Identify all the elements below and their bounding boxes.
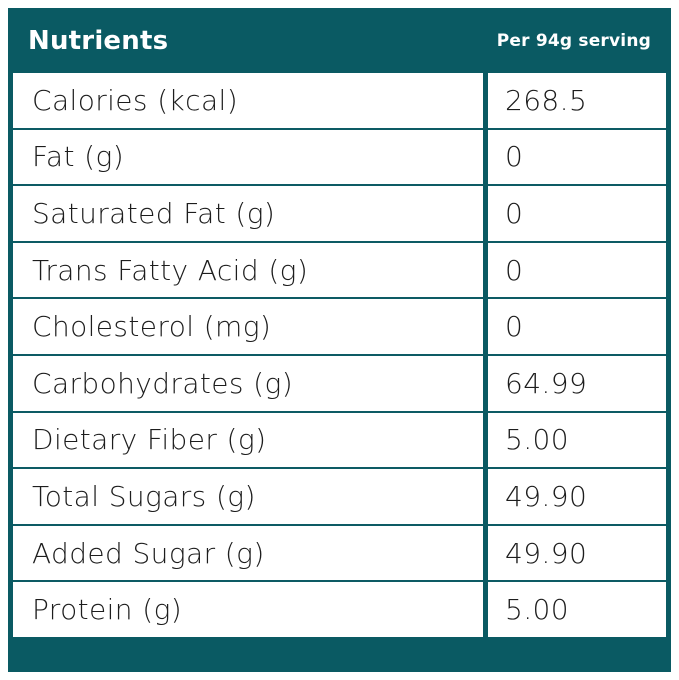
nutrient-value: 5.00: [483, 412, 666, 468]
nutrient-label: Fat (g): [32, 140, 125, 174]
nutrient-value: 64.99: [483, 355, 666, 411]
nutrient-label: Carbohydrates (g): [32, 366, 294, 400]
nutrient-value: 0: [483, 299, 666, 354]
table-row: Added Sugar (g) 49.90: [13, 525, 666, 583]
nutrient-label: Dietary Fiber (g): [32, 423, 267, 457]
table-header-title: Nutrients: [28, 25, 169, 56]
nutrient-value: 0: [483, 242, 666, 298]
table-row: Cholesterol (mg) 0: [13, 299, 666, 356]
nutrient-label: Protein (g): [32, 593, 183, 627]
table-header-serving-label: Per 94g serving: [496, 30, 651, 51]
table-row: Fat (g) 0: [13, 129, 666, 187]
nutrient-label: Total Sugars (g): [32, 479, 256, 513]
table-row: Protein (g) 5.00: [13, 582, 666, 637]
table-row: Total Sugars (g) 49.90: [13, 469, 666, 526]
nutrient-value: 5.00: [483, 582, 666, 637]
table-row: Calories (kcal) 268.5: [13, 73, 666, 130]
nutrient-label: Trans Fatty Acid (g): [32, 253, 309, 287]
nutrient-label: Added Sugar (g): [32, 536, 265, 570]
table-header: Nutrients Per 94g serving: [8, 8, 671, 73]
nutrient-value: 268.5: [483, 73, 666, 128]
nutrition-facts-table: Nutrients Per 94g serving Calories (kcal…: [8, 8, 671, 672]
table-row: Dietary Fiber (g) 5.00: [13, 412, 666, 470]
table-row: Saturated Fat (g) 0: [13, 186, 666, 243]
nutrient-label: Cholesterol (mg): [32, 310, 272, 344]
nutrient-label: Calories (kcal): [32, 83, 239, 117]
nutrient-label: Saturated Fat (g): [32, 196, 276, 230]
nutrient-value: 0: [483, 186, 666, 241]
table-footer-bar: [8, 637, 671, 672]
nutrient-value: 49.90: [483, 469, 666, 524]
table-body: Calories (kcal) 268.5 Fat (g) 0 Saturated Fa…: [8, 73, 671, 637]
nutrient-value: 0: [483, 129, 666, 185]
table-row: Trans Fatty Acid (g) 0: [13, 242, 666, 300]
table-row: Carbohydrates (g) 64.99: [13, 355, 666, 413]
nutrient-value: 49.90: [483, 525, 666, 581]
